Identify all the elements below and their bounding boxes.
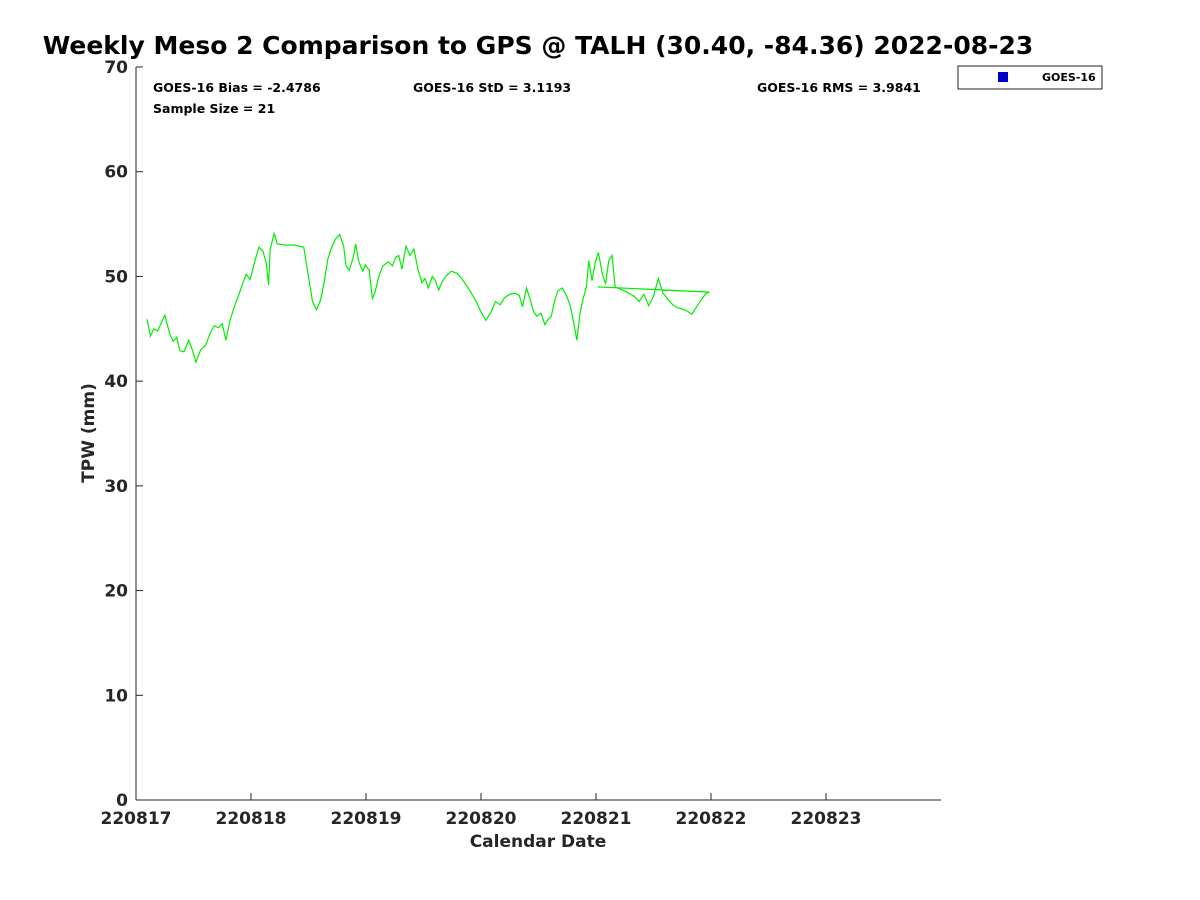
bias-annotation: GOES-16 Bias = -2.4786 <box>153 80 321 95</box>
legend-marker <box>998 72 1008 82</box>
chart-title: Weekly Meso 2 Comparison to GPS @ TALH (… <box>43 31 1034 60</box>
rms-annotation: GOES-16 RMS = 3.9841 <box>757 80 921 95</box>
y-tick-label: 70 <box>104 58 128 78</box>
chart-text: 0 10 20 30 40 50 60 70 220817 220818 220819 220820 2… <box>43 31 1103 852</box>
legend-box <box>957 65 1103 90</box>
y-tick-label: 0 <box>116 791 128 811</box>
x-tick-label: 220823 <box>791 809 862 829</box>
x-tick-label: 220817 <box>101 809 172 829</box>
y-tick-label: 50 <box>104 267 128 287</box>
x-tick-label: 220820 <box>446 809 517 829</box>
y-tick-label: 30 <box>104 477 128 497</box>
y-tick-label: 60 <box>104 163 128 183</box>
plot-area <box>135 66 941 801</box>
y-tick-label: 10 <box>104 686 128 706</box>
y-tick-label: 40 <box>104 372 128 392</box>
x-tick-label: 220819 <box>331 809 402 829</box>
y-tick-label: 20 <box>104 582 128 602</box>
x-tick-label: 220822 <box>676 809 747 829</box>
std-annotation: GOES-16 StD = 3.1193 <box>413 80 571 95</box>
sample-size-annotation: Sample Size = 21 <box>153 101 275 116</box>
x-tick-label: 220818 <box>216 809 287 829</box>
x-tick-label: 220821 <box>561 809 632 829</box>
y-axis-label: TPW (mm) <box>79 383 99 483</box>
gps-line <box>146 231 710 365</box>
legend-label: GOES-16 <box>1042 71 1096 84</box>
x-axis-label: Calendar Date <box>470 832 607 852</box>
